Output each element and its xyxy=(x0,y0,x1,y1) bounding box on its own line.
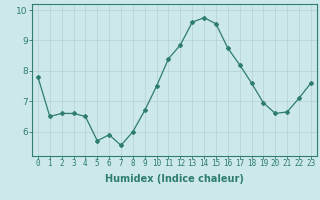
X-axis label: Humidex (Indice chaleur): Humidex (Indice chaleur) xyxy=(105,174,244,184)
